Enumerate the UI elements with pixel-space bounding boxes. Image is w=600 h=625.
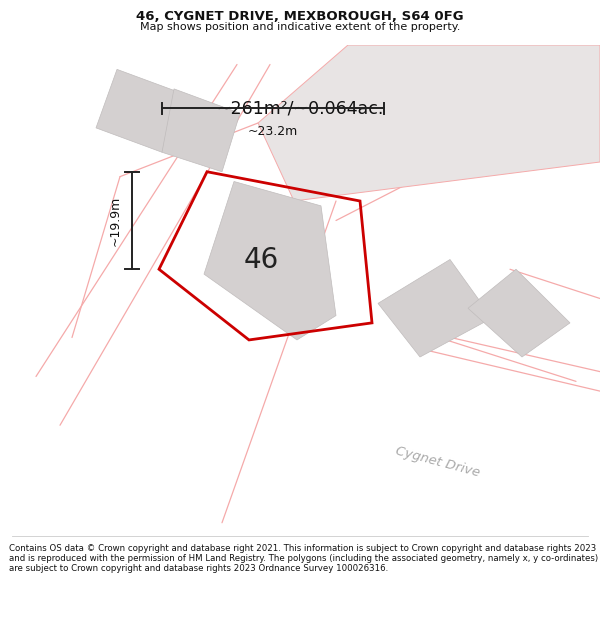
Polygon shape <box>162 89 240 172</box>
Polygon shape <box>258 45 600 201</box>
Text: ~23.2m: ~23.2m <box>248 126 298 138</box>
Text: Cygnet Drive: Cygnet Drive <box>394 444 482 479</box>
Text: Contains OS data © Crown copyright and database right 2021. This information is : Contains OS data © Crown copyright and d… <box>9 544 598 573</box>
Polygon shape <box>96 69 183 152</box>
Text: ~19.9m: ~19.9m <box>108 196 121 246</box>
Polygon shape <box>468 269 570 357</box>
Text: 46: 46 <box>244 246 278 274</box>
Polygon shape <box>204 181 336 340</box>
Text: 46, CYGNET DRIVE, MEXBOROUGH, S64 0FG: 46, CYGNET DRIVE, MEXBOROUGH, S64 0FG <box>136 10 464 23</box>
Text: Map shows position and indicative extent of the property.: Map shows position and indicative extent… <box>140 22 460 32</box>
Text: ~261m²/~0.064ac.: ~261m²/~0.064ac. <box>216 99 383 118</box>
Polygon shape <box>378 259 492 357</box>
